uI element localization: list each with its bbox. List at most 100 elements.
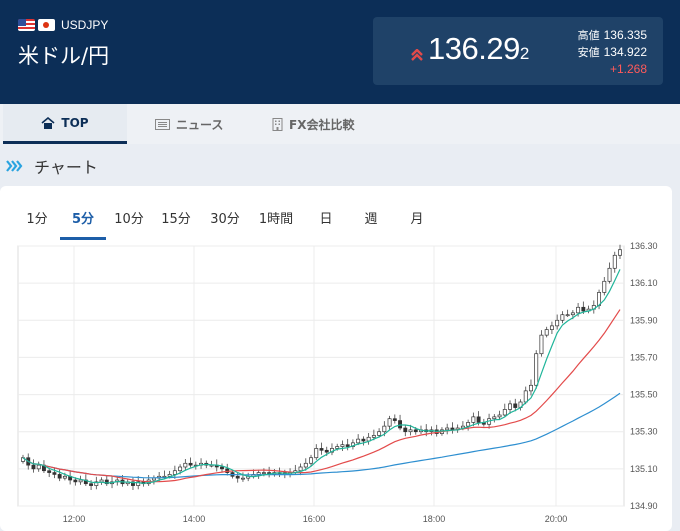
tab-fx-compare[interactable]: FX会社比較: [272, 104, 354, 144]
candle-body: [136, 481, 141, 486]
candle-body: [544, 329, 549, 336]
candle-body: [57, 474, 62, 479]
interval-tab-30min[interactable]: 30分: [210, 212, 240, 227]
interval-tab-5min[interactable]: 5分: [60, 210, 106, 240]
candle-body: [471, 416, 476, 423]
candle-body: [513, 403, 518, 408]
candle-body: [356, 438, 361, 444]
candle-body: [340, 444, 345, 447]
section-header: チャート: [6, 154, 98, 178]
candle-body: [403, 427, 408, 433]
ma-long-line: [22, 392, 621, 479]
candle-body: [570, 312, 575, 316]
candle-body: [565, 314, 570, 317]
candle-body: [131, 481, 135, 486]
candle-body: [220, 466, 224, 470]
x-tick-label: 12:00: [63, 514, 86, 524]
candle-body: [62, 475, 67, 479]
x-tick-label: 14:00: [183, 514, 206, 524]
candle-body: [497, 414, 502, 418]
candle-body: [466, 422, 471, 427]
candle-body: [256, 472, 261, 475]
y-tick-label: 135.70: [630, 352, 658, 362]
candle-body: [335, 446, 340, 449]
y-tick-label: 135.10: [630, 464, 658, 474]
candle-body: [392, 418, 397, 421]
candle-body: [361, 438, 366, 442]
price-box: 136.292 高値 136.335 安値 134.922 +1.268: [373, 17, 663, 85]
candle-body: [188, 462, 193, 466]
candle-body: [555, 319, 560, 327]
pair-row: USDJPY: [18, 18, 108, 32]
main-tabs: TOP ニュース FX会社比較: [0, 104, 680, 144]
candle-body: [172, 470, 177, 475]
candle-body: [104, 479, 109, 485]
ma-mid-line: [22, 309, 621, 483]
candle-body: [408, 429, 413, 433]
candle-body: [314, 448, 319, 459]
candle-body: [560, 314, 565, 321]
candle-body: [508, 403, 512, 410]
candle-body: [36, 464, 41, 470]
candle-body: [371, 435, 376, 438]
interval-tab-week[interactable]: 週: [364, 212, 378, 227]
candle-body: [445, 427, 450, 431]
interval-tab-15min[interactable]: 15分: [161, 212, 191, 227]
candle-body: [539, 334, 544, 355]
candle-body: [73, 479, 78, 483]
candle-body: [167, 474, 172, 477]
price-main: 136.29: [428, 31, 520, 66]
candle-body: [534, 353, 539, 386]
pair-name: 米ドル/円: [18, 44, 110, 68]
x-tick-label: 18:00: [423, 514, 446, 524]
current-price: 136.292: [428, 31, 529, 67]
double-chevron-up-icon: [411, 49, 423, 61]
candle-body: [576, 306, 581, 314]
price-stats: 高値 136.335 安値 134.922 +1.268: [578, 27, 647, 77]
interval-tab-1hour[interactable]: 1時間: [258, 212, 294, 227]
candle-body: [382, 425, 387, 433]
tab-news[interactable]: ニュース: [155, 104, 223, 144]
candle-body: [298, 466, 303, 472]
candle-body: [324, 449, 329, 453]
interval-tab-1min[interactable]: 1分: [26, 212, 48, 227]
y-tick-label: 136.10: [630, 278, 658, 288]
interval-tab-day[interactable]: 日: [319, 212, 333, 227]
candle-body: [602, 280, 607, 293]
candle-body: [151, 477, 156, 481]
ma-short-line: [22, 269, 621, 484]
newspaper-icon: [155, 118, 170, 130]
candle-body: [319, 448, 324, 451]
chart-card: [0, 186, 672, 531]
candle-body: [94, 481, 99, 486]
interval-tab-10min[interactable]: 10分: [114, 212, 144, 227]
y-tick-label: 135.30: [630, 427, 658, 437]
price-chart[interactable]: 136.30 136.10 135.90 135.70 135.50 135.30 135.…: [0, 238, 672, 531]
candle-body: [607, 267, 612, 282]
low-value: 134.922: [603, 45, 647, 59]
candle-body: [345, 444, 350, 447]
candle-body: [78, 479, 83, 483]
candle-body: [529, 384, 533, 392]
candle-body: [581, 306, 586, 312]
tab-top[interactable]: TOP: [3, 104, 127, 144]
candle-body: [387, 418, 392, 427]
candle-body: [492, 416, 497, 420]
candle-body: [235, 475, 240, 479]
y-tick-label: 135.50: [630, 390, 658, 400]
high-label: 高値: [577, 29, 600, 42]
candle-body: [178, 466, 183, 472]
candle-body: [413, 429, 418, 433]
tab-news-label: ニュース: [176, 117, 224, 132]
candle-body: [502, 409, 507, 416]
candle-body: [240, 477, 245, 480]
y-tick-label: 136.30: [630, 241, 658, 251]
plot-frame: [17, 245, 625, 507]
jp-flag-icon: [38, 19, 55, 31]
price-change: +1.268: [609, 62, 647, 76]
interval-tab-month[interactable]: 月: [410, 212, 424, 227]
candle-body: [523, 390, 528, 403]
candle-body: [309, 457, 313, 464]
candle-body: [52, 472, 57, 475]
pair-code: USDJPY: [61, 18, 109, 32]
